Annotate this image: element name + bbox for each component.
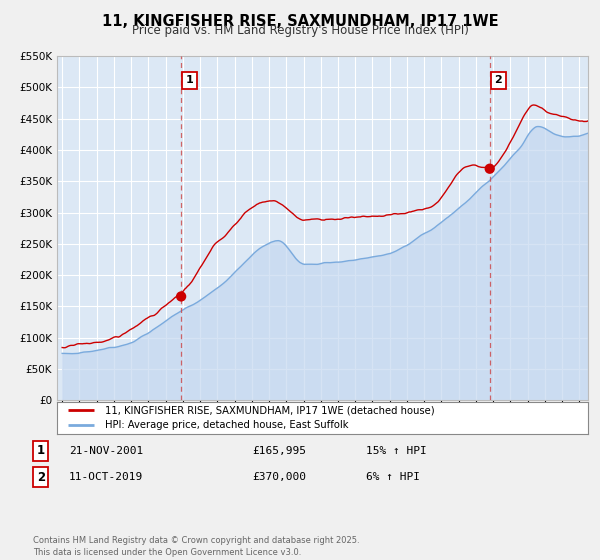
Text: 11, KINGFISHER RISE, SAXMUNDHAM, IP17 1WE: 11, KINGFISHER RISE, SAXMUNDHAM, IP17 1W… — [101, 14, 499, 29]
Text: 11-OCT-2019: 11-OCT-2019 — [69, 472, 143, 482]
Text: Contains HM Land Registry data © Crown copyright and database right 2025.
This d: Contains HM Land Registry data © Crown c… — [33, 536, 359, 557]
Text: 1: 1 — [37, 444, 45, 458]
Text: 2: 2 — [37, 470, 45, 484]
Text: £165,995: £165,995 — [252, 446, 306, 456]
Text: 21-NOV-2001: 21-NOV-2001 — [69, 446, 143, 456]
Text: 6% ↑ HPI: 6% ↑ HPI — [366, 472, 420, 482]
Text: 2: 2 — [494, 75, 502, 85]
Point — [176, 292, 186, 301]
Point — [485, 164, 494, 173]
Text: £370,000: £370,000 — [252, 472, 306, 482]
Text: 11, KINGFISHER RISE, SAXMUNDHAM, IP17 1WE (detached house): 11, KINGFISHER RISE, SAXMUNDHAM, IP17 1W… — [105, 405, 434, 416]
Text: 15% ↑ HPI: 15% ↑ HPI — [366, 446, 427, 456]
Text: 1: 1 — [186, 75, 194, 85]
Text: Price paid vs. HM Land Registry's House Price Index (HPI): Price paid vs. HM Land Registry's House … — [131, 24, 469, 36]
Text: HPI: Average price, detached house, East Suffolk: HPI: Average price, detached house, East… — [105, 420, 348, 430]
